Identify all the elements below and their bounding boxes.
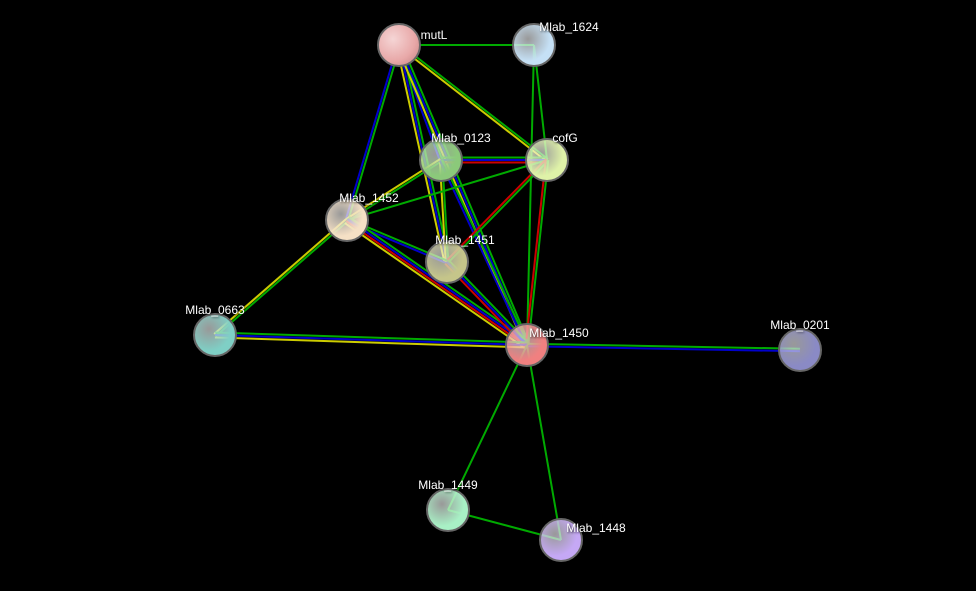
node-Mlab_1448[interactable] xyxy=(539,518,583,562)
edges-layer xyxy=(0,0,976,591)
node-cofG[interactable] xyxy=(525,138,569,182)
node-Mlab_0201[interactable] xyxy=(778,328,822,372)
node-Mlab_1451[interactable] xyxy=(425,240,469,284)
edge-Mlab_1450-Mlab_1449 xyxy=(448,345,527,510)
node-mutL[interactable] xyxy=(377,23,421,67)
edge-Mlab_1450-Mlab_1448 xyxy=(527,345,561,540)
node-Mlab_0663[interactable] xyxy=(193,313,237,357)
edge-Mlab_1452-Mlab_0663 xyxy=(214,219,346,334)
edge-mutL-Mlab_1450 xyxy=(401,44,529,344)
node-Mlab_1624[interactable] xyxy=(512,23,556,67)
node-Mlab_1449[interactable] xyxy=(426,488,470,532)
edge-Mlab_1452-Mlab_0663 xyxy=(216,221,348,336)
edge-mutL-Mlab_1452 xyxy=(348,45,400,220)
network-graph: mutLMlab_1624Mlab_0123cofGMlab_1452Mlab_… xyxy=(0,0,976,591)
node-Mlab_1450[interactable] xyxy=(505,323,549,367)
node-Mlab_0123[interactable] xyxy=(419,138,463,182)
node-Mlab_1452[interactable] xyxy=(325,198,369,242)
